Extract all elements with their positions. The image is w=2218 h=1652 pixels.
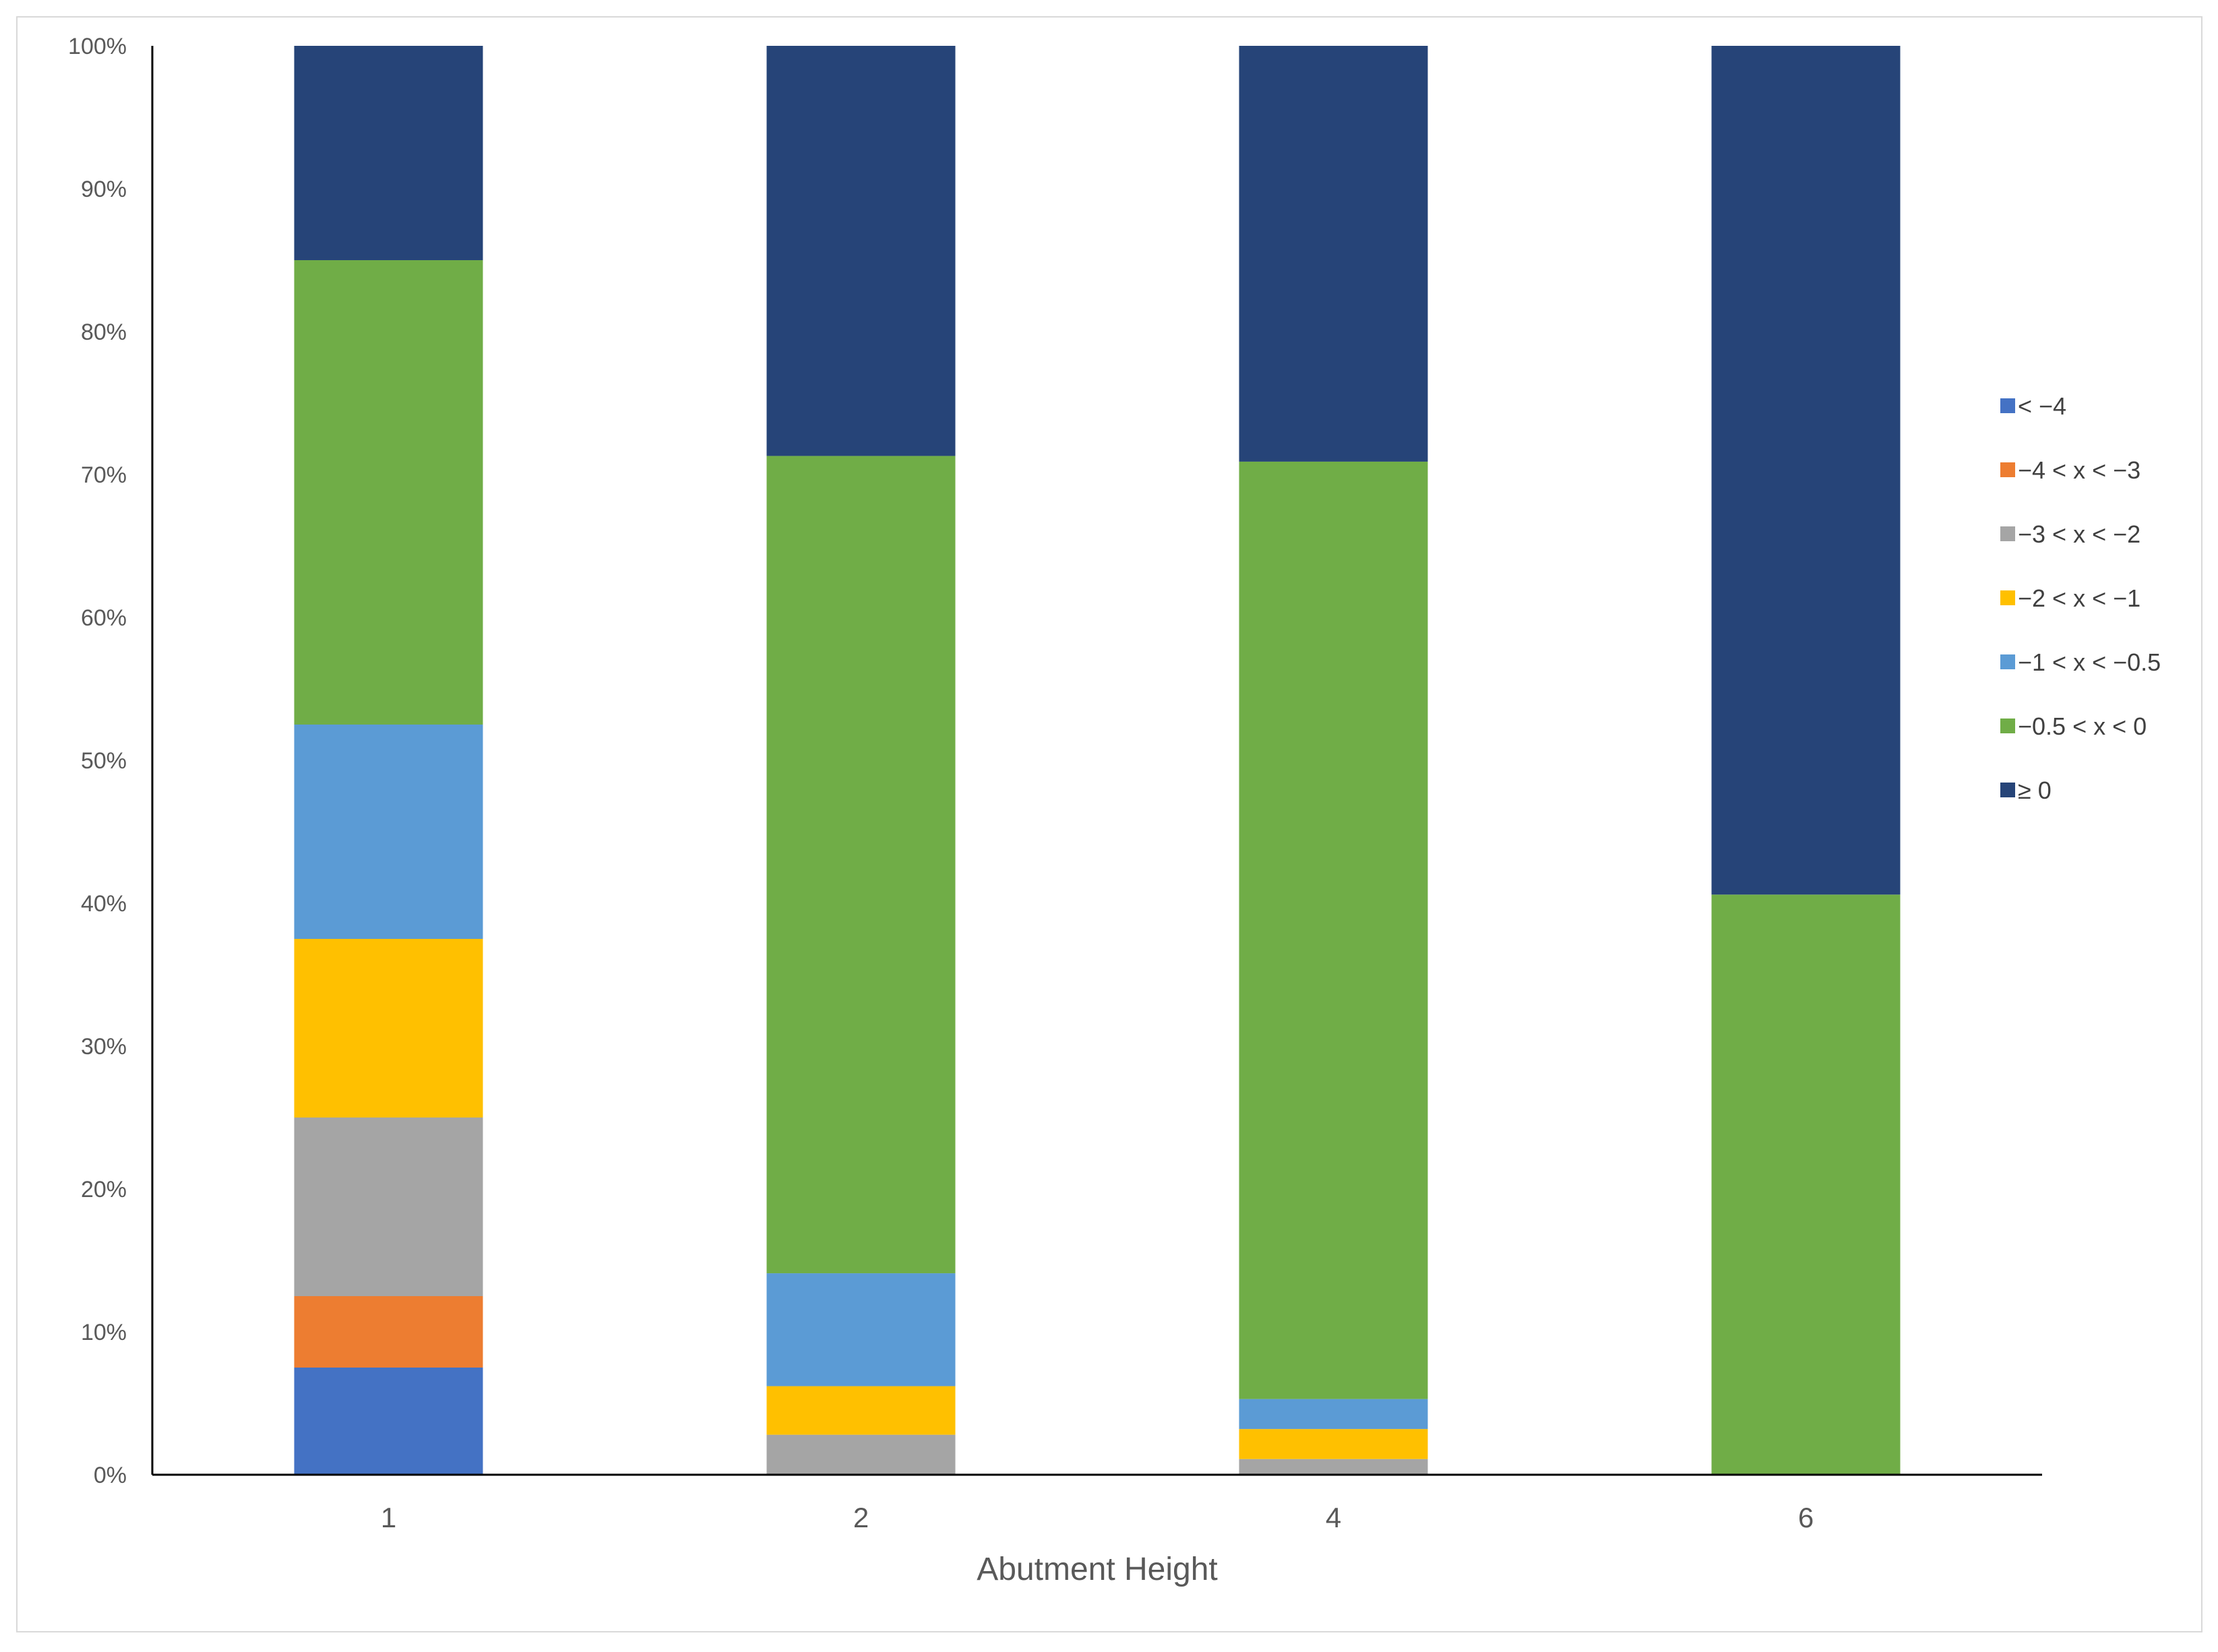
- y-tick-labels: 0% 10% 20% 30% 40% 50% 60% 70% 80% 90% 100%: [68, 34, 127, 1488]
- bar-segment-cat4-series5: [1239, 461, 1428, 1399]
- legend-label: −3 < x < −2: [2018, 520, 2140, 548]
- legend-swatch: [2000, 462, 2015, 477]
- bar-segment-cat1-series1: [294, 1296, 483, 1368]
- y-tick-label: 80%: [81, 319, 127, 345]
- legend-label: −4 < x < −3: [2018, 456, 2140, 484]
- y-tick-label: 40%: [81, 891, 127, 917]
- axes-layer: [151, 46, 2042, 1476]
- legend-label: −1 < x < −0.5: [2018, 648, 2161, 676]
- bar-segment-cat4-series4: [1239, 1399, 1428, 1430]
- bar-segment-cat2-series3: [766, 1386, 956, 1435]
- legend-label: −2 < x < −1: [2018, 584, 2140, 612]
- x-tick-label: 6: [1798, 1502, 1814, 1533]
- bar-segment-cat1-series5: [294, 260, 483, 725]
- x-tick-label: 4: [1326, 1502, 1341, 1533]
- bar-segment-cat2-series4: [766, 1273, 956, 1386]
- bar-segment-cat2-series5: [766, 456, 956, 1274]
- legend-swatch: [2000, 526, 2015, 541]
- bar-segment-cat1-series3: [294, 939, 483, 1118]
- bar-segment-cat6-series6: [1711, 46, 1901, 895]
- y-tick-label: 100%: [68, 34, 127, 59]
- legend-swatch: [2000, 718, 2015, 733]
- legend-item: < −4: [2000, 392, 2066, 420]
- legend-item: −2 < x < −1: [2000, 584, 2140, 612]
- y-tick-label: 10%: [81, 1320, 127, 1345]
- x-tick-label: 2: [853, 1502, 869, 1533]
- y-tick-label: 20%: [81, 1177, 127, 1202]
- bar-segment-cat1-series6: [294, 46, 483, 260]
- legend-swatch: [2000, 654, 2015, 669]
- legend-item: ≥ 0: [2000, 776, 2052, 804]
- legend-label: −0.5 < x < 0: [2018, 712, 2147, 740]
- bar-segment-cat1-series4: [294, 725, 483, 939]
- legend-swatch: [2000, 590, 2015, 605]
- legend-item: −4 < x < −3: [2000, 456, 2140, 484]
- bar-segment-cat6-series5: [1711, 894, 1901, 1475]
- legend-item: −1 < x < −0.5: [2000, 648, 2161, 676]
- y-tick-label: 70%: [81, 462, 127, 488]
- y-tick-label: 50%: [81, 748, 127, 774]
- y-tick-label: 30%: [81, 1034, 127, 1060]
- legend-item: −3 < x < −2: [2000, 520, 2140, 548]
- legend-item: −0.5 < x < 0: [2000, 712, 2147, 740]
- y-tick-label: 60%: [81, 605, 127, 631]
- y-tick-label: 90%: [81, 177, 127, 202]
- y-tick-label: 0%: [94, 1463, 127, 1488]
- legend: < −4 −4 < x < −3 −3 < x < −2 −2 < x < −1 −1 …: [2000, 392, 2161, 804]
- bar-segment-cat4-series3: [1239, 1429, 1428, 1459]
- bar-segment-cat4-series6: [1239, 46, 1428, 462]
- legend-label: ≥ 0: [2018, 776, 2052, 804]
- bar-segment-cat2-series6: [766, 46, 956, 456]
- x-tick-label: 1: [381, 1502, 396, 1533]
- legend-swatch: [2000, 783, 2015, 797]
- bar-segment-cat2-series2: [766, 1434, 956, 1475]
- bar-segment-cat1-series2: [294, 1118, 483, 1296]
- bar-segment-cat4-series2: [1239, 1459, 1428, 1475]
- legend-label: < −4: [2018, 392, 2066, 420]
- x-axis-title: Abutment Height: [977, 1552, 1218, 1587]
- x-tick-labels: 1 2 4 6: [381, 1502, 1814, 1533]
- bars-layer: [294, 46, 1901, 1475]
- bar-segment-cat1-series0: [294, 1368, 483, 1475]
- legend-swatch: [2000, 398, 2015, 413]
